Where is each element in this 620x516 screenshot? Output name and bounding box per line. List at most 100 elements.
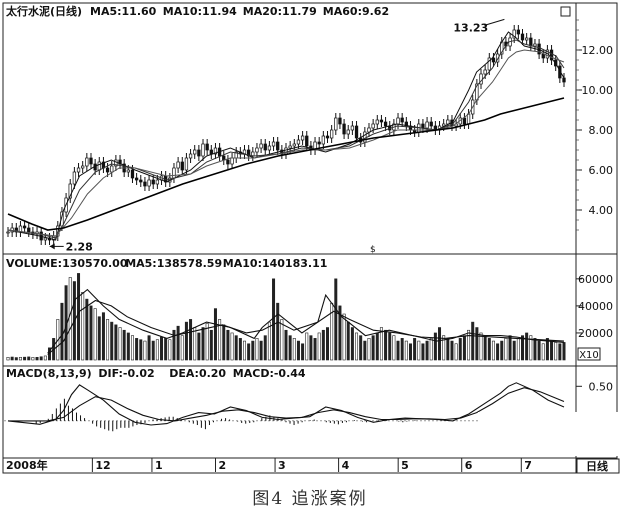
volume-bar [334, 278, 338, 361]
volume-legend-item: MA10:140183.11 [223, 257, 328, 270]
volume-bar [317, 332, 321, 361]
price-ma-line-1 [7, 31, 565, 241]
volume-bar [462, 335, 466, 361]
price-bar-body [267, 145, 272, 151]
volume-tick-label: 20000 [578, 327, 613, 340]
volume-bar [421, 343, 425, 361]
volume-bar [23, 356, 27, 361]
price-bar-body [255, 147, 259, 153]
price-bar-body [143, 181, 147, 187]
volume-bar [155, 339, 159, 361]
price-bar-body [147, 179, 151, 187]
volume-bar [118, 327, 122, 361]
price-bar-body [300, 135, 305, 141]
volume-bar [487, 338, 491, 361]
volume-bar [433, 332, 437, 361]
price-bar-body [43, 237, 47, 241]
volume-ma-line-2 [47, 299, 565, 356]
price-bar-body [209, 149, 213, 155]
price-bar-body [105, 167, 110, 173]
price-bar-body [176, 161, 180, 169]
volume-bar [81, 292, 85, 361]
price-bar-body [491, 57, 496, 63]
price-bar-body [76, 167, 81, 173]
volume-bar [97, 316, 101, 361]
volume-bar [218, 319, 222, 361]
volume-bar [442, 335, 446, 361]
volume-bar [164, 338, 168, 361]
price-bar-body [68, 183, 72, 199]
price-bar-body [421, 123, 425, 129]
volume-bar [342, 313, 346, 361]
price-bar-body [280, 149, 284, 155]
macd-legend-item: MACD:-0.44 [233, 367, 306, 380]
price-bar-body [446, 119, 450, 125]
volume-bar [135, 338, 139, 361]
volume-bar [126, 332, 130, 361]
price-bar-body [151, 179, 155, 185]
volume-bar [180, 335, 184, 361]
volume-bar [417, 340, 421, 361]
price-bar-body [334, 117, 338, 131]
volume-bar [367, 338, 371, 361]
price-panel-title: 太行水泥(日线) [5, 4, 82, 18]
price-bar-body [429, 121, 433, 127]
price-bar-body [562, 77, 566, 83]
price-bar-body [197, 149, 201, 157]
time-axis-label: 5 [401, 459, 409, 472]
macd-dif-line [7, 382, 565, 426]
volume-bar [525, 332, 529, 361]
macd-legend-item: DIF:-0.02 [98, 367, 154, 380]
volume-bar [114, 324, 118, 361]
price-ma-line-4 [7, 97, 565, 231]
price-tick-label: 4.00 [589, 204, 614, 217]
cursor-marker: $ [370, 245, 376, 255]
price-legend-item: MA10:11.94 [163, 5, 237, 18]
volume-bar [201, 327, 205, 361]
price-bar-body [172, 167, 176, 179]
price-bar-body [325, 135, 330, 139]
period-button[interactable]: 日线 [586, 459, 608, 473]
volume-bar [408, 343, 412, 361]
volume-bar [359, 335, 363, 361]
price-bar-body [139, 179, 143, 183]
volume-bar [267, 321, 271, 361]
low-price-annotation: 2.28 [66, 240, 93, 253]
price-bar-body [512, 29, 516, 39]
time-axis-label: 12 [95, 459, 110, 472]
time-axis-label: 3 [278, 459, 286, 472]
volume-bar [31, 357, 35, 361]
price-bar-body [487, 57, 491, 71]
price-bar-body [329, 129, 334, 139]
volume-tick-label: 40000 [578, 300, 613, 313]
price-tick-label: 6.00 [589, 164, 614, 177]
volume-bar [425, 340, 429, 361]
volume-bar [392, 335, 396, 361]
price-bar-body [342, 123, 346, 135]
volume-legend-item: VOLUME:130570.00 [6, 257, 128, 270]
price-bar-body [442, 123, 446, 127]
price-bar-body [263, 143, 267, 151]
price-bar-body [350, 125, 355, 131]
high-price-annotation: 13.23 [453, 21, 488, 34]
volume-bar [458, 338, 462, 361]
price-bar-body [525, 37, 529, 41]
volume-bar [251, 340, 255, 361]
price-bar-body [230, 157, 234, 165]
low-arrow-head [49, 243, 55, 250]
volume-bar [280, 319, 284, 361]
price-bar-body [379, 119, 384, 123]
volume-bar [247, 343, 251, 361]
price-bar-body [193, 149, 197, 155]
time-axis-label: 6 [465, 459, 473, 472]
time-axis-label: 2008年 [6, 458, 48, 472]
volume-bar [172, 329, 176, 361]
volume-bar [160, 336, 164, 361]
price-bar-body [425, 121, 429, 129]
volume-bar [27, 356, 31, 361]
price-bar-body [317, 141, 321, 145]
volume-bar [296, 340, 300, 361]
price-bar-body [396, 117, 400, 125]
volume-bar [550, 340, 554, 361]
